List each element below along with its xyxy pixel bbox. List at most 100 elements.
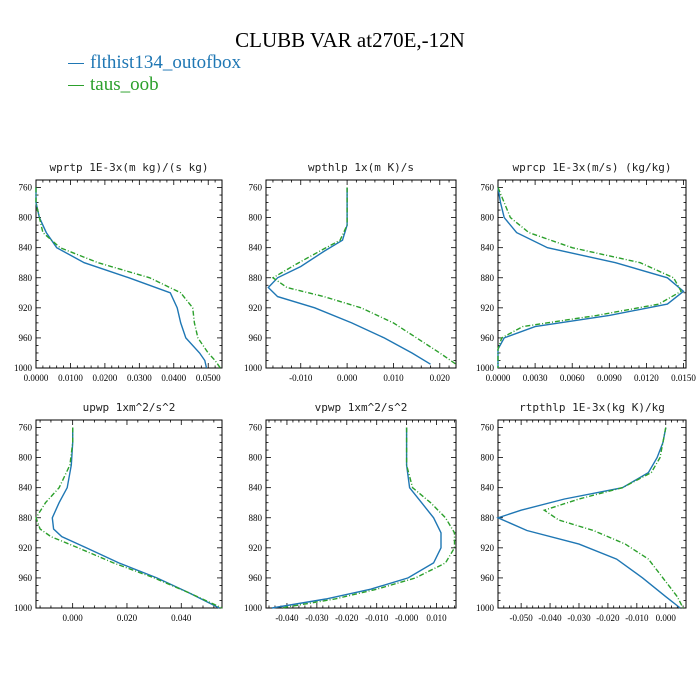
y-tick-label: 920: [19, 303, 33, 313]
series-line-flthist134: [35, 187, 208, 369]
y-tick-label: 840: [249, 483, 263, 493]
x-tick-label: -0.040: [275, 613, 299, 623]
x-tick-label: 0.020: [117, 613, 138, 623]
y-tick-label: 760: [249, 183, 263, 193]
y-tick-label: 880: [19, 513, 33, 523]
plot-frame: [35, 179, 223, 369]
x-tick-label: 0.010: [383, 373, 404, 383]
panel-5: vpwp 1xm^2/s^2 760 800 840 880 920 960 1000 -0.0…: [244, 401, 457, 623]
series-line-flthist134: [497, 187, 685, 368]
legend-line-icon: [68, 85, 84, 87]
y-tick-label: 1000: [476, 363, 495, 373]
x-tick-label: 0.0500: [196, 373, 221, 383]
y-tick-label: 880: [481, 273, 495, 283]
x-tick-label: -0.040: [538, 613, 562, 623]
y-tick-label: 760: [249, 423, 263, 433]
panel-4: upwp 1xm^2/s^2 760 800 840 880 920 960 1000 0.00…: [14, 401, 223, 623]
x-tick-label: 0.0000: [486, 373, 511, 383]
y-tick-label: 800: [19, 213, 33, 223]
x-tick-label: 0.040: [171, 613, 192, 623]
y-tick-label: 920: [481, 543, 495, 553]
x-tick-label: -0.010: [289, 373, 313, 383]
plot-frame: [265, 419, 457, 609]
y-tick-label: 920: [249, 303, 263, 313]
x-tick-label: -0.030: [305, 613, 329, 623]
y-tick-label: 960: [481, 573, 495, 583]
y-tick-label: 880: [249, 513, 263, 523]
figure-title: CLUBB VAR at270E,-12N: [235, 28, 465, 52]
y-tick-label: 1000: [244, 363, 263, 373]
y-tick-label: 800: [249, 213, 263, 223]
plot-frame: [497, 179, 687, 369]
series-line-flthist134: [267, 187, 431, 365]
y-tick-label: 800: [481, 453, 495, 463]
y-tick-label: 960: [481, 333, 495, 343]
x-tick-label: 0.0100: [58, 373, 83, 383]
y-tick-label: 1000: [244, 603, 263, 613]
series-line-flthist134: [271, 427, 442, 609]
y-tick-label: 1000: [14, 603, 33, 613]
x-tick-label: 0.0200: [93, 373, 118, 383]
x-tick-label: 0.0400: [161, 373, 186, 383]
y-tick-label: 760: [19, 423, 33, 433]
y-tick-label: 840: [19, 483, 33, 493]
x-tick-label: -0.020: [335, 613, 359, 623]
y-tick-label: 840: [481, 483, 495, 493]
series-line-flthist134: [496, 427, 681, 609]
panel-title: rtpthlp 1E-3x(kg K)/kg: [519, 401, 665, 414]
x-tick-label: 0.0300: [127, 373, 152, 383]
y-tick-label: 840: [249, 243, 263, 253]
panel-title: upwp 1xm^2/s^2: [83, 401, 176, 414]
legend-entry-taus-oob: taus_oob: [68, 74, 159, 96]
y-tick-label: 760: [19, 183, 33, 193]
y-tick-label: 840: [481, 243, 495, 253]
panel-1: wprtp 1E-3x(m kg)/(s kg) 760 800 840 880 920 9…: [14, 161, 223, 383]
x-tick-label: 0.0030: [523, 373, 548, 383]
y-tick-label: 800: [19, 453, 33, 463]
x-tick-label: 0.000: [656, 613, 677, 623]
y-tick-label: 920: [481, 303, 495, 313]
panel-title: wprtp 1E-3x(m kg)/(s kg): [50, 161, 209, 174]
series-line-taus-oob: [35, 187, 221, 369]
x-tick-label: -0.030: [567, 613, 591, 623]
legend-entry-flthist134: flthist134_outofbox: [68, 52, 241, 74]
x-tick-label: -0.010: [625, 613, 649, 623]
series-line-taus-oob: [497, 187, 683, 368]
y-tick-label: 960: [19, 573, 33, 583]
y-tick-label: 760: [481, 183, 495, 193]
series-line-taus-oob: [35, 427, 223, 609]
series-line-flthist134: [51, 427, 220, 609]
x-tick-label: -0.000: [395, 613, 419, 623]
plot-frame: [497, 419, 687, 609]
y-tick-label: 1000: [14, 363, 33, 373]
y-tick-label: 880: [19, 273, 33, 283]
x-tick-label: -0.050: [510, 613, 534, 623]
x-tick-label: 0.0150: [671, 373, 696, 383]
y-tick-label: 1000: [476, 603, 495, 613]
x-tick-label: 0.0000: [24, 373, 49, 383]
y-tick-label: 960: [249, 573, 263, 583]
x-tick-label: 0.000: [337, 373, 358, 383]
plot-frame: [265, 179, 457, 369]
x-tick-label: 0.020: [430, 373, 451, 383]
panel-title: wpthlp 1x(m K)/s: [308, 161, 414, 174]
legend-line-icon: [68, 63, 84, 65]
y-tick-label: 960: [249, 333, 263, 343]
panel-6: rtpthlp 1E-3x(kg K)/kg 760 800 840 880 920 960…: [476, 401, 687, 623]
y-tick-label: 920: [249, 543, 263, 553]
x-tick-label: -0.020: [596, 613, 620, 623]
legend-label: flthist134_outofbox: [90, 52, 241, 73]
y-tick-label: 760: [481, 423, 495, 433]
panel-2: wpthlp 1x(m K)/s 760 800 840 880 920 960 1000 -0…: [244, 161, 457, 383]
legend-label: taus_oob: [90, 74, 159, 95]
series-line-taus-oob: [271, 187, 457, 365]
plot-frame: [35, 419, 223, 609]
x-tick-label: 0.0090: [597, 373, 622, 383]
x-tick-label: 0.010: [426, 613, 447, 623]
x-tick-label: 0.0120: [634, 373, 659, 383]
y-tick-label: 840: [19, 243, 33, 253]
x-tick-label: 0.0060: [560, 373, 585, 383]
y-tick-label: 880: [481, 513, 495, 523]
